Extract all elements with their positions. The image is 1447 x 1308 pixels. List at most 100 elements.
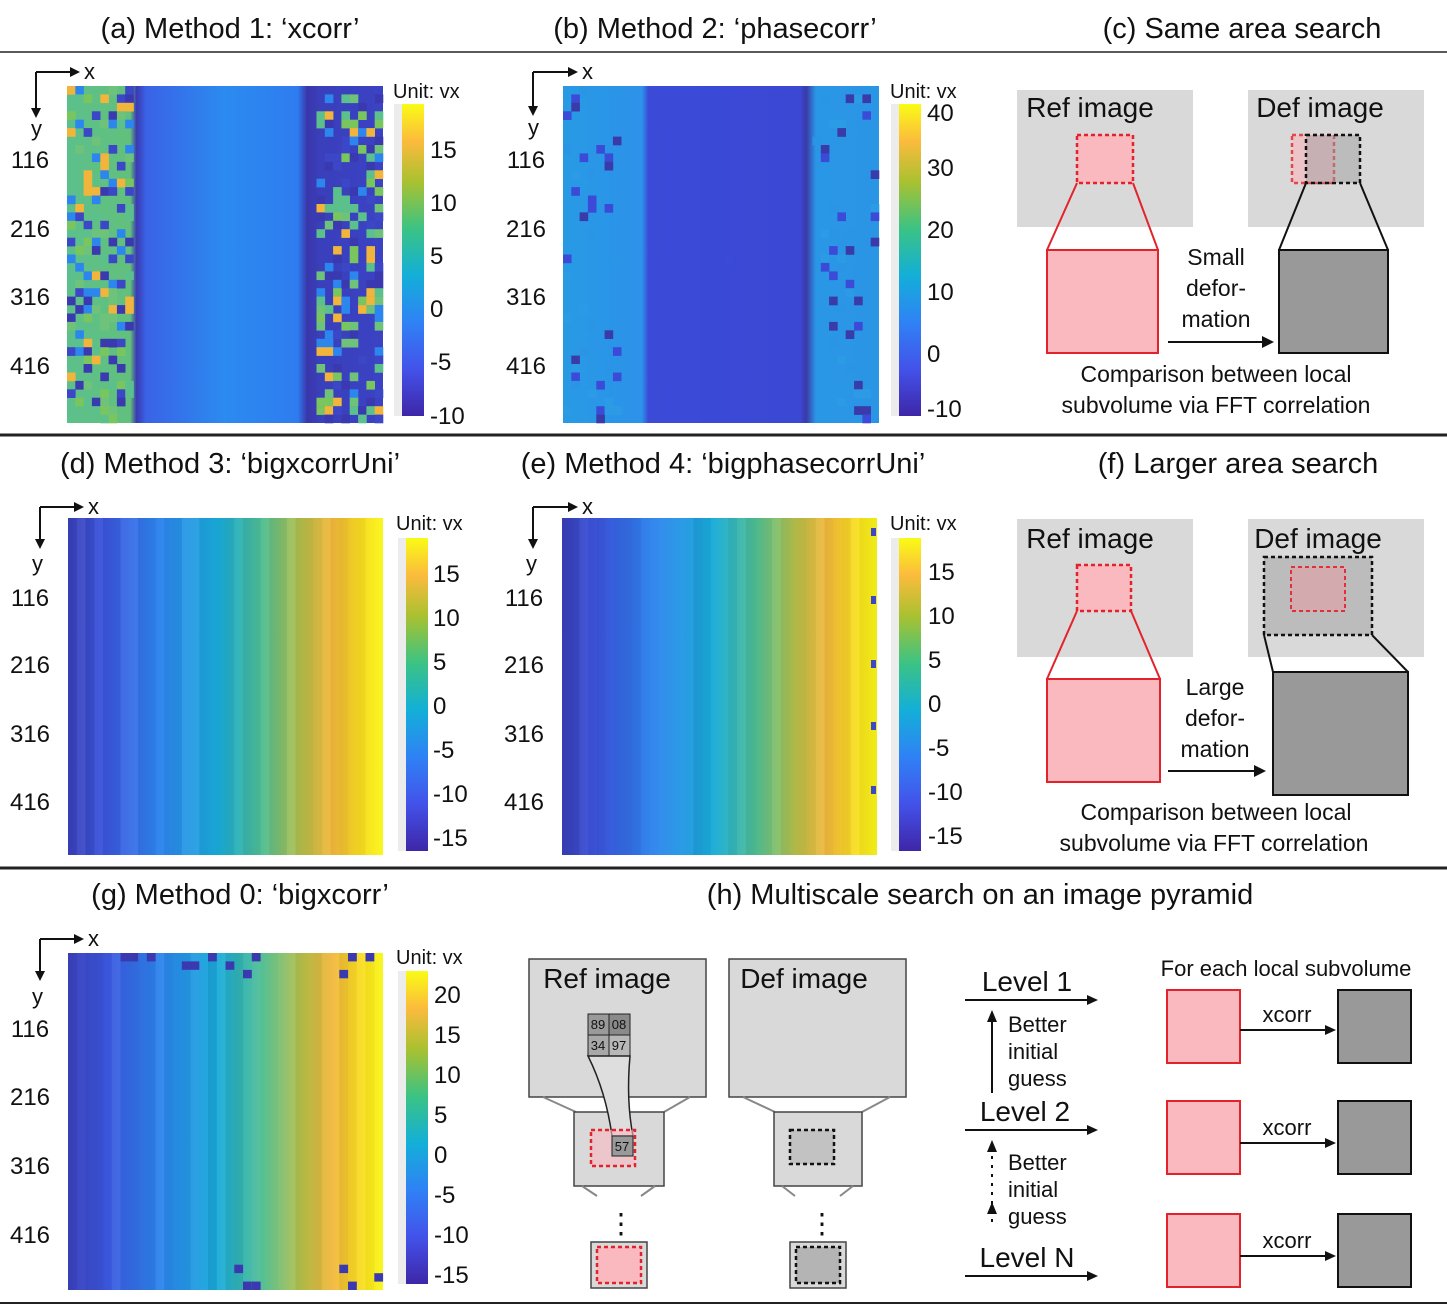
band [737, 518, 746, 855]
speck [208, 953, 217, 962]
noise-cell [604, 153, 614, 163]
noise-cell [75, 212, 84, 222]
noise-cell [83, 187, 93, 196]
band [138, 518, 147, 855]
noise-cell [67, 271, 76, 281]
noise-cell [358, 102, 367, 112]
noise-cell [837, 355, 846, 365]
band [190, 953, 200, 1290]
noise-cell [333, 220, 342, 230]
cbar-tick: 10 [430, 190, 457, 217]
noise-cell [341, 145, 350, 154]
noise-cell [83, 313, 93, 323]
band [234, 518, 243, 855]
noise-cell [108, 313, 118, 323]
band [339, 953, 349, 1290]
band [147, 518, 156, 855]
noise-cell [862, 406, 871, 415]
noise-cell [341, 380, 350, 390]
noise-cell [316, 212, 326, 222]
speck [339, 969, 349, 979]
ref-subvolume [1075, 133, 1135, 185]
band [181, 518, 191, 855]
arrow-label: mation [1181, 306, 1250, 332]
band [208, 518, 217, 855]
y-tick: 116 [11, 1016, 49, 1043]
noise-cell [333, 279, 342, 289]
noise-cell [341, 321, 350, 331]
noise-cell [374, 406, 384, 415]
noise-cell [108, 119, 118, 129]
cbar-tick: 20 [434, 982, 461, 1009]
better-guess: guess [1008, 1204, 1067, 1229]
y-axis-label: y [32, 984, 43, 1009]
cbar-tick: 0 [927, 341, 940, 368]
y-axis-label: y [31, 116, 42, 141]
noise-cell [366, 380, 375, 390]
noise-cell [125, 86, 134, 95]
noise-cell [67, 86, 76, 95]
noise-cell [100, 187, 109, 196]
band [322, 518, 331, 855]
arrow-head [1262, 336, 1274, 348]
panel-f: (f) Larger area search Ref image Def ima… [1017, 448, 1424, 856]
noise-cell [75, 262, 84, 272]
noise-cell [820, 94, 830, 104]
noise-cell [829, 338, 838, 348]
noise-cell [341, 94, 350, 104]
noise-cell [316, 204, 326, 213]
def-image-label: Def image [1256, 92, 1384, 123]
noise-cell [837, 119, 846, 129]
def-subvolume [788, 1128, 836, 1166]
unit-label: Unit: vx [890, 513, 957, 535]
noise-cell [108, 178, 118, 188]
noise-cell [366, 229, 375, 238]
noise-cell [83, 305, 93, 314]
y-axis-label: y [528, 115, 539, 140]
band [243, 953, 252, 1290]
band [374, 953, 384, 1290]
band [190, 518, 200, 855]
colorbar-ticks-g: 20 15 10 5 0 -5 -10 -15 [434, 982, 469, 1289]
noise-cell [837, 237, 846, 247]
noise-cell [100, 338, 109, 348]
noise-cell [358, 145, 367, 154]
band [597, 518, 606, 855]
noise-cell [91, 153, 101, 163]
noise-cell [108, 187, 118, 196]
def-image-label: Def image [1254, 523, 1382, 554]
panel-c-title: (c) Same area search [1103, 13, 1382, 45]
cbar-tick: -10 [430, 403, 465, 430]
ref-image-label: Ref image [1026, 92, 1154, 123]
noise-cell [125, 237, 134, 247]
noise-cell [125, 254, 134, 264]
speck [234, 1264, 244, 1274]
cell-value: 57 [615, 1139, 629, 1154]
arrow-label: mation [1180, 736, 1249, 762]
noise-cell [854, 229, 863, 238]
noise-cell [75, 330, 84, 339]
xcorr-label: xcorr [1263, 1228, 1312, 1253]
band [234, 953, 244, 1290]
ref-subvolume-ln [1166, 1213, 1241, 1288]
noise-cell [374, 389, 384, 398]
noise-cell [83, 288, 93, 297]
band [313, 953, 322, 1290]
band [667, 518, 676, 855]
noise-cell [854, 389, 863, 398]
noise-cell [108, 279, 118, 289]
band [156, 518, 165, 855]
noise-cell [83, 170, 93, 179]
band [313, 518, 322, 855]
noise-cell [366, 397, 375, 407]
noise-cell [75, 86, 84, 95]
band [339, 518, 349, 855]
noise-cell [820, 254, 830, 264]
noise-cell [349, 153, 359, 163]
unit-label: Unit: vx [396, 947, 463, 969]
band [658, 518, 668, 855]
noise-cell [358, 406, 367, 415]
def-subvolume-l2 [1337, 1100, 1412, 1175]
band [650, 518, 659, 855]
noise-cell [125, 187, 134, 196]
